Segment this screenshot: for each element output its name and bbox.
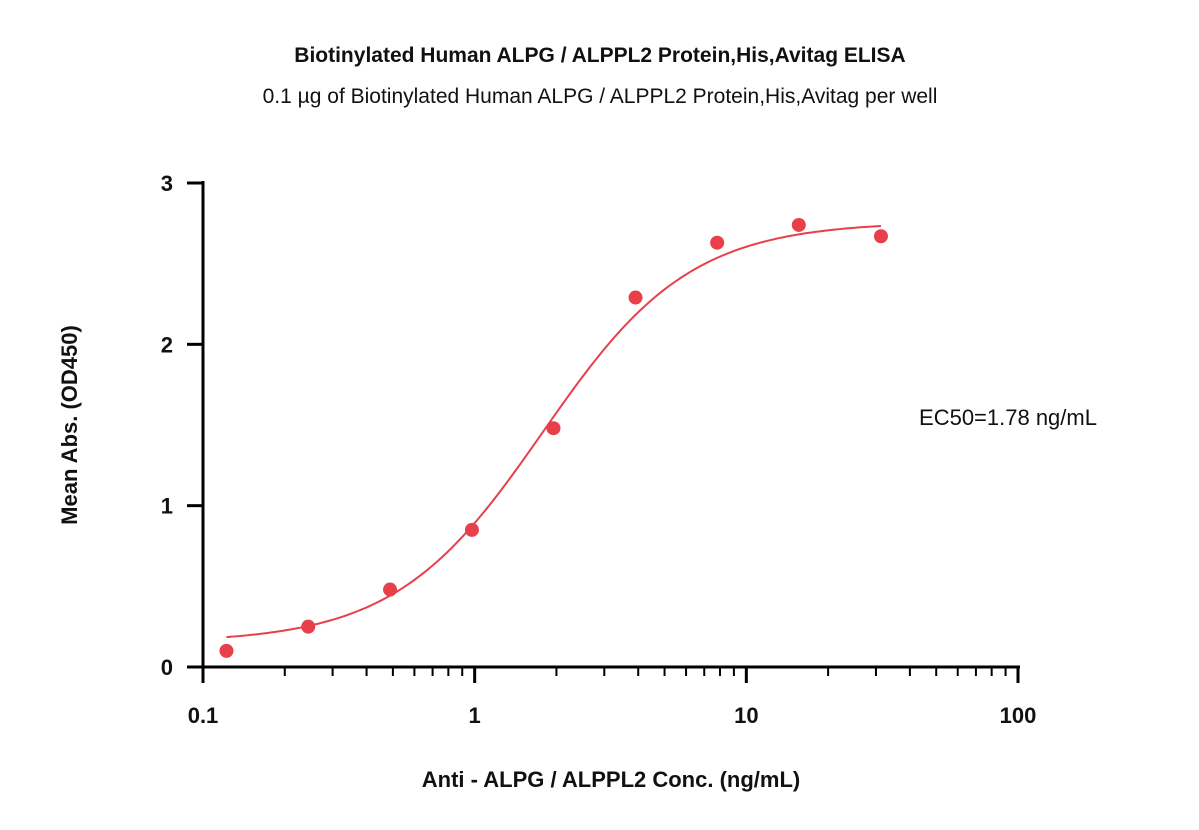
x-tick-label: 100: [1000, 703, 1037, 728]
data-point: [301, 619, 316, 634]
y-axis-label: Mean Abs. (OD450): [57, 325, 82, 525]
data-point: [383, 582, 398, 597]
x-axis-label: Anti - ALPG / ALPPL2 Conc. (ng/mL): [422, 767, 800, 792]
y-tick-label: 1: [161, 494, 173, 519]
data-point: [219, 643, 234, 658]
x-tick-label: 10: [734, 703, 758, 728]
y-tick-label: 2: [161, 332, 173, 357]
chart-title: Biotinylated Human ALPG / ALPPL2 Protein…: [294, 44, 905, 67]
data-point: [628, 290, 643, 305]
data-point: [710, 235, 725, 250]
data-point: [546, 421, 561, 436]
x-tick-label: 1: [469, 703, 481, 728]
x-tick-label: 0.1: [188, 703, 219, 728]
y-tick-label: 3: [161, 171, 173, 196]
fit-curve-group: [226, 224, 882, 639]
y-tick-label: 0: [161, 655, 173, 680]
chart-subtitle: 0.1 µg of Biotinylated Human ALPG / ALPP…: [263, 85, 938, 108]
data-point: [791, 217, 806, 232]
data-point: [873, 229, 888, 244]
data-points: [219, 217, 888, 658]
tick-labels: 0 1 2 3 0.1 1 10 100: [161, 171, 1037, 728]
ec50-annotation: EC50=1.78 ng/mL: [919, 405, 1097, 430]
axes: [187, 181, 1020, 683]
data-point: [464, 522, 479, 537]
fit-curve: [226, 224, 882, 639]
